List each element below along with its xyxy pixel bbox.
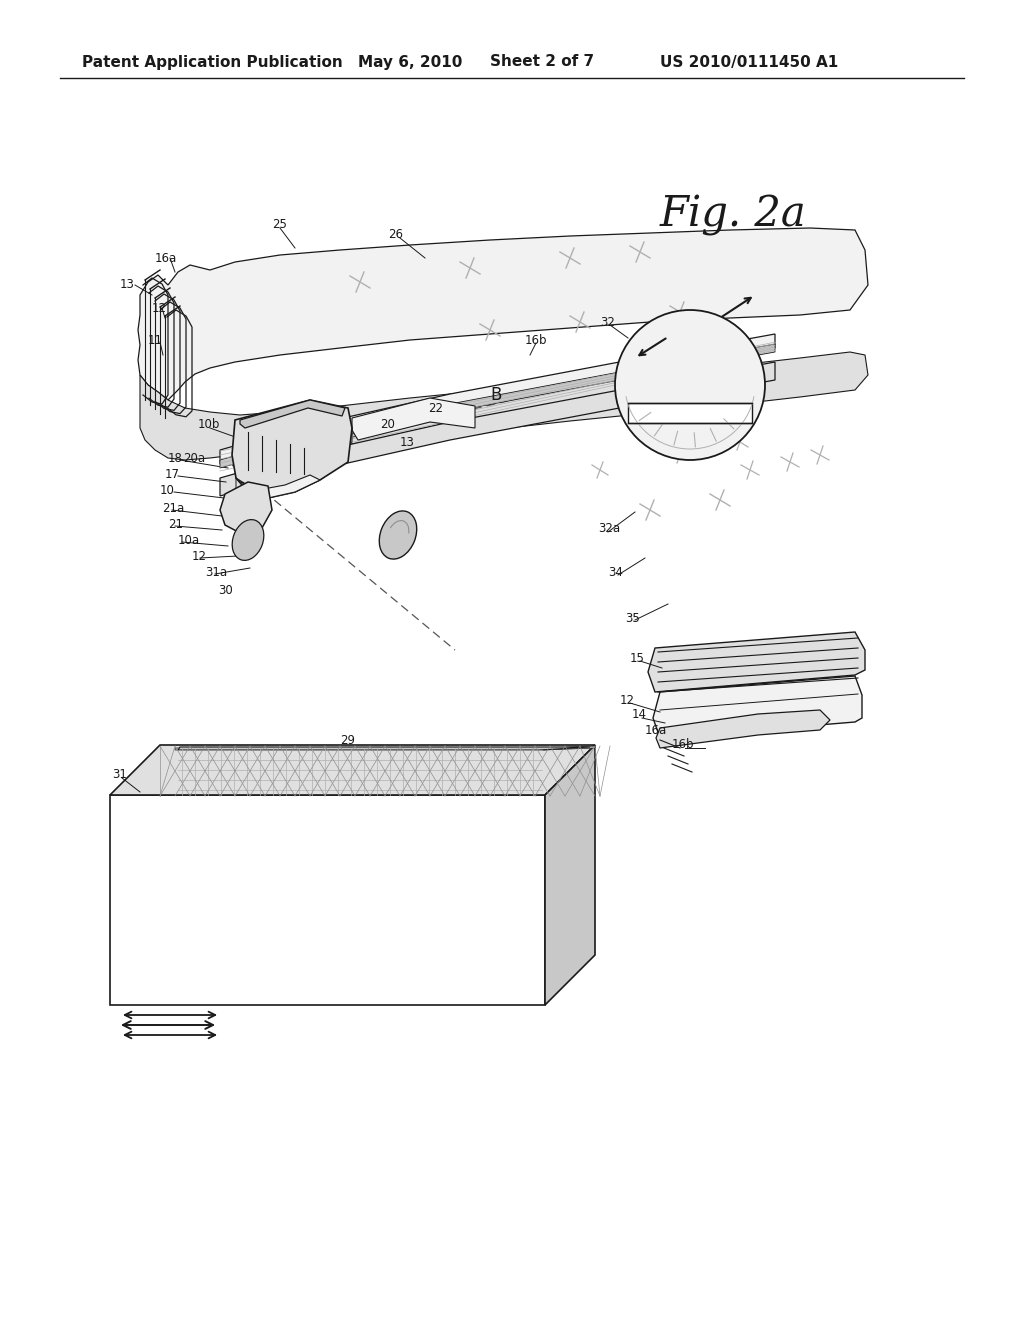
- Ellipse shape: [232, 520, 264, 561]
- Text: 21: 21: [168, 517, 183, 531]
- Text: 10b: 10b: [198, 418, 220, 432]
- Text: 18: 18: [168, 451, 183, 465]
- Text: 13: 13: [400, 436, 415, 449]
- Text: 16a: 16a: [645, 723, 668, 737]
- Polygon shape: [656, 710, 830, 748]
- Text: May 6, 2010: May 6, 2010: [358, 54, 463, 70]
- Text: 30: 30: [218, 583, 232, 597]
- Text: 31: 31: [112, 768, 127, 781]
- Ellipse shape: [379, 511, 417, 560]
- Polygon shape: [110, 744, 595, 795]
- Polygon shape: [220, 334, 775, 465]
- Text: 31a: 31a: [205, 565, 227, 578]
- Text: Sheet 2 of 7: Sheet 2 of 7: [490, 54, 594, 70]
- Text: 11: 11: [148, 334, 163, 346]
- Polygon shape: [628, 403, 752, 422]
- Polygon shape: [648, 632, 865, 692]
- Polygon shape: [653, 676, 862, 738]
- Text: 12: 12: [193, 549, 207, 562]
- Polygon shape: [110, 795, 545, 1005]
- Polygon shape: [236, 428, 352, 492]
- Polygon shape: [140, 352, 868, 459]
- Text: 25: 25: [272, 219, 287, 231]
- Text: 16b: 16b: [672, 738, 694, 751]
- Polygon shape: [138, 228, 868, 400]
- Text: 35: 35: [625, 611, 640, 624]
- Polygon shape: [175, 746, 595, 750]
- Text: 32: 32: [600, 315, 614, 329]
- Polygon shape: [236, 475, 319, 498]
- Circle shape: [615, 310, 765, 459]
- Text: B: B: [490, 385, 502, 404]
- Text: Fig. 2a: Fig. 2a: [660, 194, 807, 236]
- Text: 16b: 16b: [525, 334, 548, 346]
- Polygon shape: [232, 400, 352, 498]
- Text: 16a: 16a: [155, 252, 177, 264]
- Text: 34: 34: [608, 565, 623, 578]
- Text: 20a: 20a: [183, 451, 205, 465]
- Text: 29: 29: [340, 734, 355, 747]
- Polygon shape: [545, 744, 595, 1005]
- Polygon shape: [178, 747, 590, 750]
- Polygon shape: [220, 482, 272, 535]
- Text: 12: 12: [152, 301, 167, 314]
- Polygon shape: [220, 362, 775, 496]
- Text: 21a: 21a: [162, 502, 184, 515]
- Text: 10a: 10a: [178, 533, 200, 546]
- Text: 12: 12: [620, 693, 635, 706]
- Polygon shape: [240, 400, 345, 428]
- Text: 22: 22: [428, 401, 443, 414]
- Text: 15: 15: [630, 652, 645, 664]
- Text: 26: 26: [388, 228, 403, 242]
- Text: Patent Application Publication: Patent Application Publication: [82, 54, 343, 70]
- Text: 14: 14: [632, 709, 647, 722]
- Text: 17: 17: [165, 467, 180, 480]
- Text: 10: 10: [160, 483, 175, 496]
- Polygon shape: [220, 345, 775, 469]
- Text: 32a: 32a: [598, 521, 621, 535]
- Text: 13: 13: [120, 279, 135, 292]
- Text: 20: 20: [380, 418, 395, 432]
- Text: US 2010/0111450 A1: US 2010/0111450 A1: [660, 54, 839, 70]
- Polygon shape: [352, 399, 475, 440]
